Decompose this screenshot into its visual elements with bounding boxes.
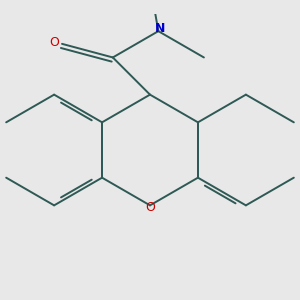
Text: O: O <box>145 201 155 214</box>
Text: O: O <box>49 36 59 49</box>
Text: N: N <box>155 22 165 35</box>
